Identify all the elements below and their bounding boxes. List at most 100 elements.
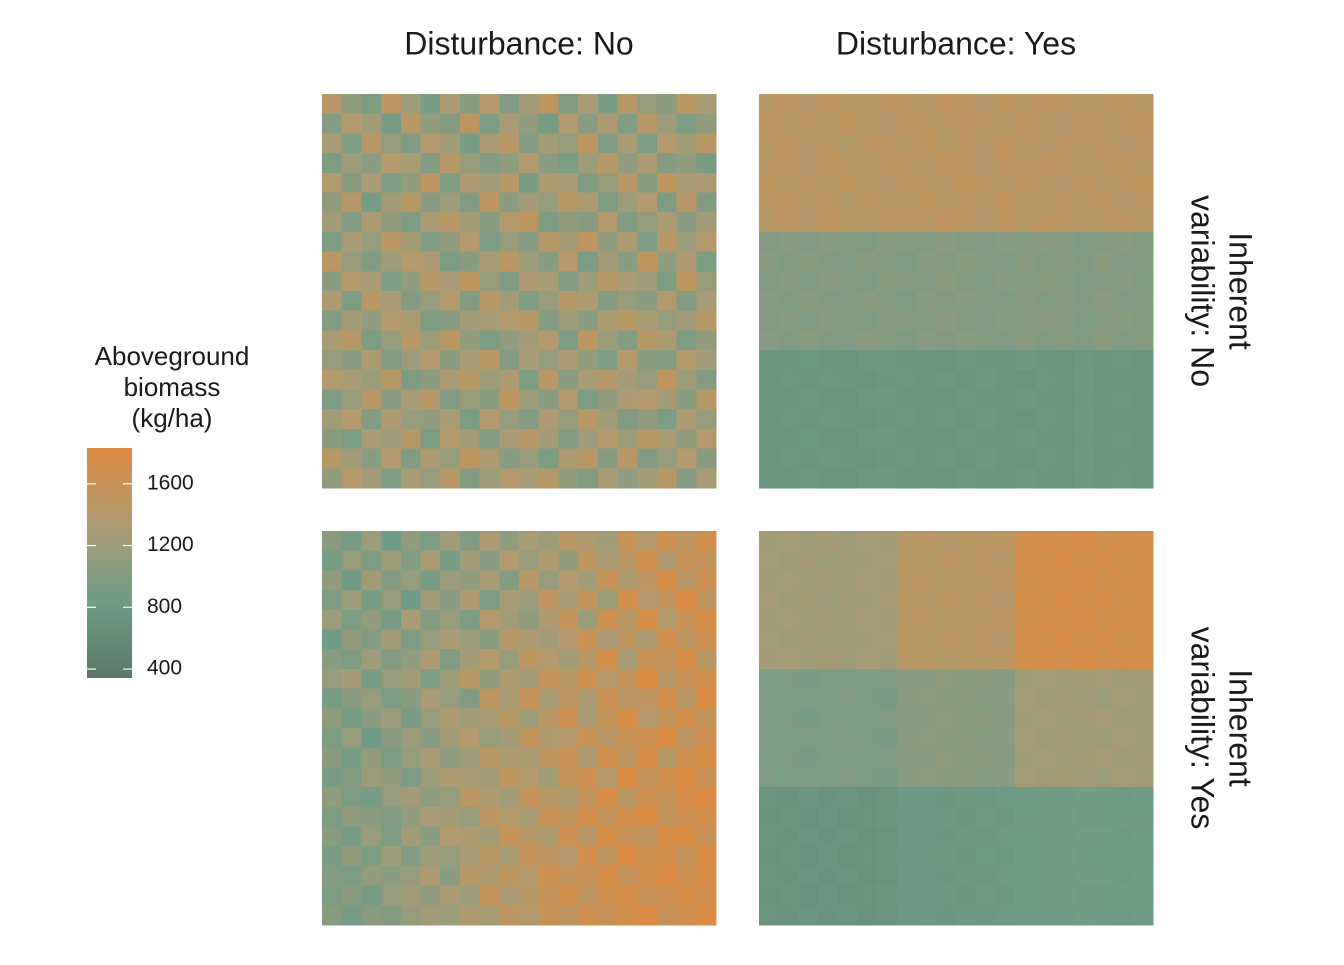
cell — [578, 428, 599, 449]
cell — [798, 291, 819, 312]
cell — [759, 629, 780, 650]
cell — [818, 629, 839, 650]
cell — [1034, 369, 1055, 390]
cell — [1093, 389, 1114, 410]
cell — [656, 531, 677, 552]
cell — [696, 389, 717, 410]
cell — [916, 846, 937, 867]
cell — [936, 231, 957, 252]
cell — [637, 468, 658, 489]
cell — [400, 787, 421, 808]
cell — [361, 629, 382, 650]
cell — [1034, 865, 1055, 886]
cell — [420, 409, 441, 430]
cell — [1113, 153, 1134, 174]
cell — [696, 905, 717, 926]
cell — [459, 251, 480, 272]
cell — [420, 192, 441, 213]
cell — [857, 570, 878, 591]
cell — [637, 271, 658, 292]
cell — [1054, 369, 1075, 390]
cell — [558, 905, 579, 926]
cell — [637, 192, 658, 213]
cell — [361, 708, 382, 729]
cell — [676, 570, 697, 591]
cell — [519, 728, 540, 749]
cell — [1074, 153, 1095, 174]
cell — [519, 688, 540, 709]
cell — [956, 389, 977, 410]
cell — [341, 550, 362, 571]
cell — [361, 310, 382, 331]
cell — [896, 94, 917, 115]
cell — [818, 609, 839, 630]
cell — [676, 291, 697, 312]
cell — [558, 531, 579, 552]
cell — [837, 468, 858, 489]
cell — [936, 688, 957, 709]
cell — [1133, 409, 1154, 430]
cell — [538, 609, 559, 630]
cell — [499, 846, 520, 867]
cell — [857, 212, 878, 233]
cell — [1133, 708, 1154, 729]
cell — [400, 310, 421, 331]
cell — [1015, 590, 1036, 611]
cell — [778, 708, 799, 729]
cell — [400, 212, 421, 233]
cell — [896, 629, 917, 650]
cell — [341, 271, 362, 292]
cell — [558, 389, 579, 410]
cell — [637, 310, 658, 331]
cell — [696, 350, 717, 371]
cell — [597, 291, 618, 312]
cell — [818, 350, 839, 371]
cell — [361, 728, 382, 749]
cell — [995, 570, 1016, 591]
cell — [778, 192, 799, 213]
cell — [558, 787, 579, 808]
cell — [936, 113, 957, 134]
row-strip-label: Inherent — [1223, 669, 1259, 787]
cell — [538, 271, 559, 292]
cell — [420, 609, 441, 630]
cell — [778, 609, 799, 630]
cell — [1113, 728, 1134, 749]
cell — [916, 192, 937, 213]
cell — [322, 629, 343, 650]
cell — [1113, 330, 1134, 351]
cell — [637, 212, 658, 233]
cell — [1015, 885, 1036, 906]
cell — [676, 747, 697, 768]
cell — [558, 369, 579, 390]
cell — [617, 212, 638, 233]
cell — [400, 728, 421, 749]
cell — [1034, 629, 1055, 650]
cell — [637, 350, 658, 371]
cell — [400, 409, 421, 430]
cell — [341, 806, 362, 827]
cell — [558, 133, 579, 154]
cell — [361, 826, 382, 847]
cell — [995, 409, 1016, 430]
cell — [696, 846, 717, 867]
cell — [857, 291, 878, 312]
cell — [956, 369, 977, 390]
cell — [479, 590, 500, 611]
cell — [538, 212, 559, 233]
cell — [676, 310, 697, 331]
cell — [420, 369, 441, 390]
cell — [818, 330, 839, 351]
cell — [916, 113, 937, 134]
cell — [361, 846, 382, 867]
cell — [916, 153, 937, 174]
cell — [361, 787, 382, 808]
cell — [499, 291, 520, 312]
cell — [341, 310, 362, 331]
cell — [1133, 231, 1154, 252]
cell — [499, 113, 520, 134]
cell — [1034, 172, 1055, 193]
cell — [361, 468, 382, 489]
cell — [499, 172, 520, 193]
cell — [597, 550, 618, 571]
